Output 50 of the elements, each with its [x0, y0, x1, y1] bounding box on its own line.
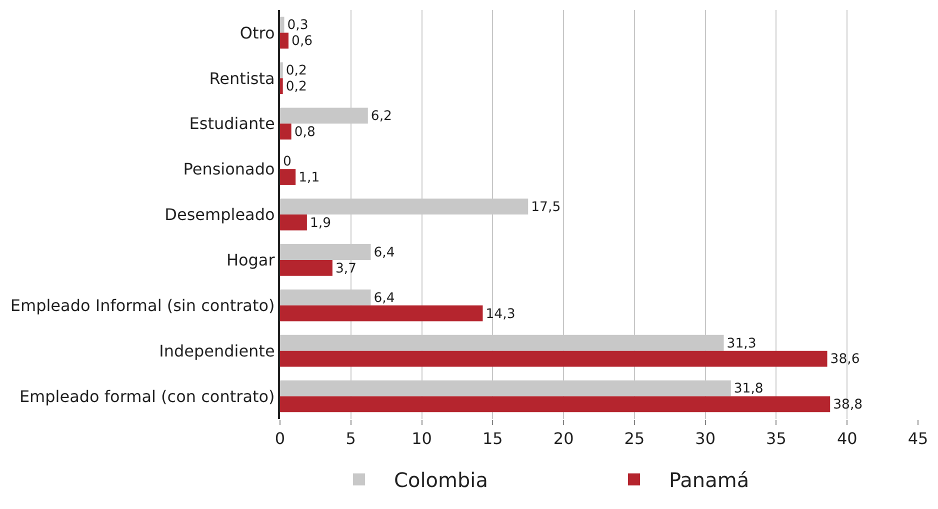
y-tick-label: Desempleado: [164, 205, 275, 224]
y-tick-label: Hogar: [226, 250, 276, 270]
bar: [280, 350, 828, 367]
data-label: 31,8: [734, 382, 764, 397]
x-tick-label: 25: [624, 429, 645, 448]
y-tick-label: Independiente: [159, 341, 275, 360]
y-tick-label: Empleado Informal (sin contrato): [10, 296, 275, 315]
bar: [280, 62, 283, 78]
data-label: 6,4: [374, 290, 395, 306]
x-tick-label: 30: [695, 429, 716, 448]
bar: [280, 396, 830, 412]
bar: [280, 78, 283, 94]
data-label: 0,8: [294, 124, 316, 140]
y-tick-label: Otro: [240, 23, 275, 42]
data-label: 6,4: [374, 245, 395, 260]
data-label: 38,6: [830, 352, 860, 368]
bar: [280, 214, 307, 230]
bar: [280, 32, 289, 49]
x-tick-label: 15: [482, 429, 503, 448]
data-label: 1,9: [310, 216, 332, 231]
data-label: 1,1: [298, 170, 320, 186]
data-label: 14,3: [486, 306, 516, 322]
x-tick-label: 0: [274, 429, 286, 448]
legend-label: Colombia: [394, 468, 488, 492]
x-tick-label: 20: [553, 429, 574, 448]
legend-label: Panamá: [669, 468, 750, 492]
y-tick-label: Pensionado: [183, 160, 275, 179]
x-tick-label: 5: [346, 429, 356, 448]
data-label: 0: [283, 154, 292, 170]
x-tick-label: 40: [836, 429, 858, 448]
bar: [280, 260, 332, 276]
y-tick-label: Empleado formal (con contrato): [19, 386, 275, 406]
bar: [280, 169, 296, 185]
data-label: 0,3: [287, 18, 308, 34]
y-tick-label: Estudiante: [189, 114, 275, 134]
bar: [280, 124, 292, 140]
x-tick-label: 35: [766, 429, 786, 448]
data-label: 3,7: [335, 261, 357, 276]
data-label: 17,5: [531, 200, 561, 215]
data-label: 0,2: [286, 80, 307, 95]
x-tick-label: 10: [412, 429, 432, 448]
bar: [280, 16, 284, 33]
x-tick-label: 45: [908, 429, 928, 448]
data-label: 0,2: [286, 64, 307, 79]
data-label: 38,8: [833, 398, 863, 413]
data-label: 0,6: [292, 34, 313, 50]
y-tick-label: Rentista: [209, 68, 275, 88]
bar: [280, 305, 483, 322]
data-label: 6,2: [370, 109, 392, 124]
data-label: 31,3: [726, 336, 756, 352]
